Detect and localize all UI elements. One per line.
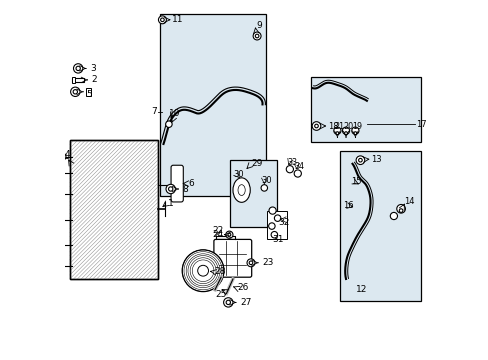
Bar [72, 77, 75, 83]
Text: 17: 17 [415, 120, 426, 129]
Circle shape [335, 132, 338, 135]
Circle shape [168, 187, 172, 191]
Circle shape [246, 259, 254, 267]
Circle shape [270, 231, 277, 238]
Circle shape [58, 153, 66, 161]
Circle shape [73, 64, 82, 73]
Text: 3: 3 [90, 64, 96, 73]
Bar [70, 140, 158, 279]
Bar [86, 88, 91, 96]
Text: 7: 7 [151, 107, 157, 116]
Circle shape [186, 254, 220, 288]
Text: 10: 10 [168, 109, 180, 118]
Text: 27: 27 [240, 298, 251, 307]
Circle shape [353, 132, 356, 135]
FancyBboxPatch shape [171, 165, 183, 202]
Text: 30: 30 [232, 170, 243, 179]
Text: 11: 11 [171, 15, 183, 24]
Text: 2: 2 [91, 76, 97, 85]
Circle shape [274, 215, 280, 221]
Circle shape [355, 156, 364, 165]
Text: 20: 20 [343, 122, 352, 131]
Bar [70, 140, 158, 279]
Text: 9: 9 [256, 21, 262, 30]
Text: 24: 24 [212, 230, 224, 239]
Text: 16: 16 [343, 201, 353, 210]
Bar [310, 77, 420, 142]
Circle shape [261, 185, 267, 191]
Bar [72, 78, 84, 82]
FancyBboxPatch shape [213, 239, 251, 277]
Circle shape [358, 158, 362, 162]
Bar [160, 14, 265, 196]
Text: 15: 15 [350, 177, 361, 186]
Circle shape [73, 90, 77, 94]
Circle shape [183, 252, 222, 290]
Circle shape [285, 166, 293, 173]
Circle shape [268, 207, 276, 214]
Circle shape [190, 258, 216, 284]
Text: 18: 18 [327, 122, 338, 131]
Circle shape [268, 223, 275, 229]
Circle shape [182, 250, 224, 292]
Text: 32: 32 [278, 218, 289, 227]
Text: 21: 21 [334, 122, 344, 131]
Circle shape [158, 16, 166, 24]
Circle shape [225, 300, 230, 305]
Circle shape [255, 34, 258, 38]
Circle shape [192, 260, 213, 282]
Circle shape [342, 127, 349, 134]
Text: 1: 1 [168, 199, 174, 208]
Text: 30: 30 [261, 176, 271, 185]
Text: 14: 14 [403, 197, 413, 206]
Circle shape [225, 231, 232, 238]
Bar [266, 211, 286, 239]
Ellipse shape [232, 178, 250, 202]
Text: 4: 4 [64, 150, 70, 159]
Bar [70, 140, 158, 279]
Text: 34: 34 [294, 162, 304, 171]
Bar [339, 151, 420, 301]
Text: 25: 25 [215, 289, 226, 299]
Text: 23: 23 [262, 258, 273, 267]
Text: 5: 5 [86, 90, 92, 99]
Circle shape [294, 170, 301, 177]
Text: 8: 8 [182, 185, 188, 194]
Text: 31: 31 [271, 235, 283, 243]
Text: 12: 12 [355, 285, 366, 294]
Text: 13: 13 [370, 155, 381, 163]
Circle shape [70, 87, 80, 96]
Circle shape [351, 127, 358, 134]
Ellipse shape [238, 185, 244, 195]
Circle shape [344, 132, 347, 135]
Text: 29: 29 [250, 159, 262, 168]
Text: 19: 19 [352, 122, 362, 131]
Circle shape [333, 127, 340, 134]
Circle shape [197, 265, 208, 276]
Circle shape [223, 298, 232, 307]
Circle shape [76, 66, 80, 71]
Text: 28: 28 [214, 267, 225, 276]
Text: 6: 6 [187, 179, 193, 188]
Circle shape [249, 261, 252, 265]
Circle shape [166, 184, 175, 194]
Circle shape [227, 233, 230, 236]
Bar [230, 160, 276, 227]
Circle shape [396, 204, 405, 213]
Circle shape [399, 209, 402, 212]
Circle shape [253, 32, 261, 40]
Circle shape [160, 18, 164, 22]
Circle shape [314, 124, 318, 128]
Text: 22: 22 [212, 226, 223, 235]
Circle shape [311, 122, 320, 130]
Text: 26: 26 [237, 284, 248, 292]
Circle shape [165, 121, 172, 127]
Circle shape [389, 212, 397, 220]
Circle shape [187, 256, 218, 286]
Circle shape [60, 155, 63, 158]
Text: 33: 33 [286, 158, 296, 166]
